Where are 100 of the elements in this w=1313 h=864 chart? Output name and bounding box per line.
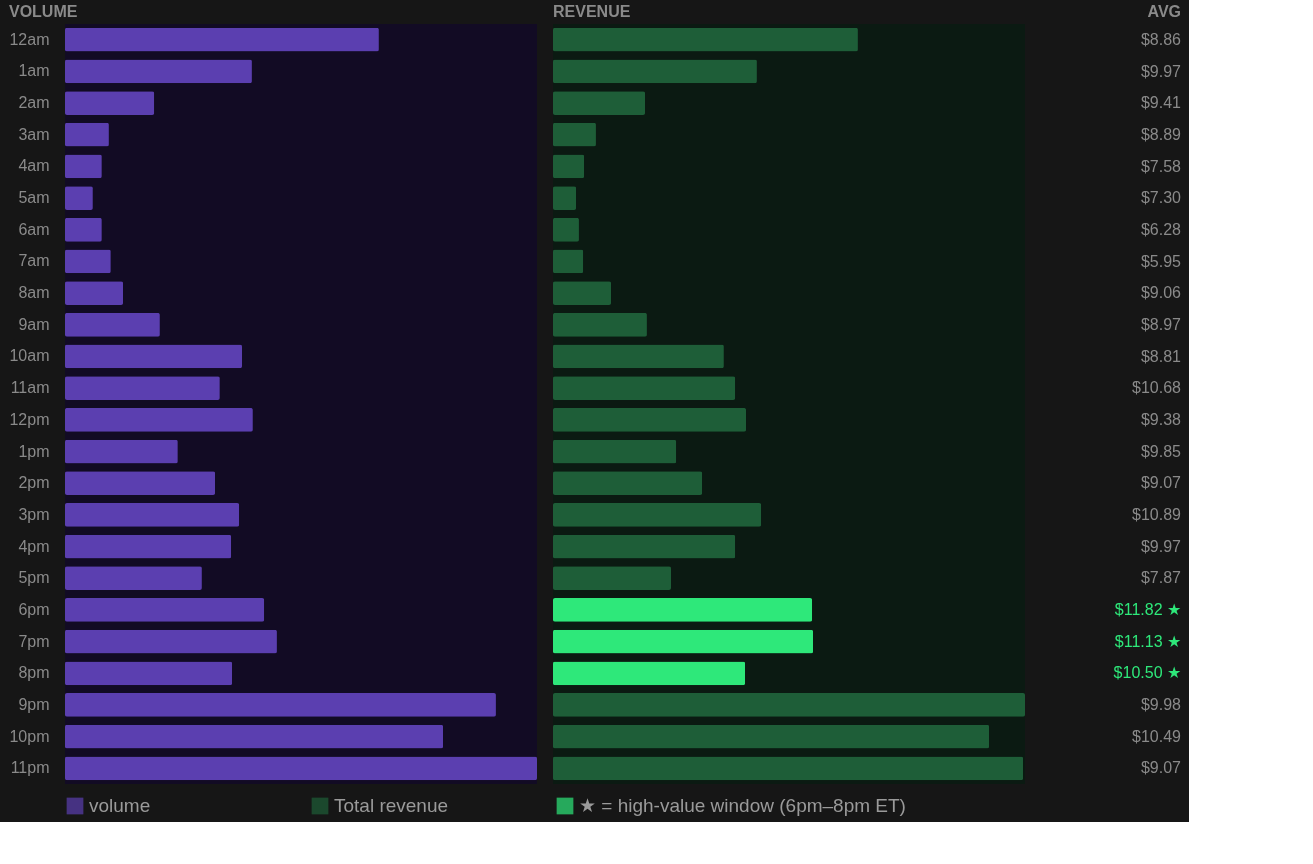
y-tick-label: 1am [18,62,50,80]
bar [553,376,736,401]
text: $8.81 [1140,347,1182,365]
text: $11.82 ★ [1114,600,1181,618]
text: AVG [1147,3,1181,20]
chart-title: VOLUME [8,3,78,20]
bar [65,217,102,242]
bar [553,534,736,559]
text: $7.58 [1140,157,1182,175]
y-tick-label: 5am [18,189,50,207]
bar [553,724,990,749]
bar [65,249,111,274]
bar [65,91,155,115]
y-tick-label: 4am [18,157,50,175]
text: $7.30 [1140,189,1182,207]
y-tick-label: 12pm [9,410,50,428]
text: $11.13 ★ [1114,632,1181,650]
bar [65,122,109,147]
text: $6.28 [1140,220,1182,238]
bar [553,439,677,464]
y-tick-label: 6am [18,220,50,238]
y-tick-label: 12am [9,30,50,48]
text: $9.07 [1140,759,1182,777]
bar [65,629,277,654]
y-tick-label: 3am [18,125,50,143]
y-tick-label: 5pm [18,569,50,587]
y-tick-label: 6pm [18,600,50,618]
y-tick-label: 11am [10,379,50,397]
text: ★ = high-value window (6pm–8pm ET) [579,795,906,816]
y-tick-label: 10pm [9,727,50,745]
bar [65,661,233,686]
y-tick-label: 8am [18,284,50,302]
bar [553,217,579,242]
chart-title: REVENUE [553,3,631,20]
legend-label: Total revenue [334,795,449,816]
bar [65,407,253,432]
bar [553,344,724,369]
text: $9.97 [1140,537,1182,555]
y-tick-label: 2pm [18,474,50,492]
text: $10.50 ★ [1113,664,1181,682]
bar [65,503,240,527]
bar [65,376,220,401]
bar [553,27,858,52]
y-tick-label: 11pm [10,759,50,777]
bar [65,439,178,464]
y-tick-label: 2am [18,94,50,112]
bar [65,598,265,622]
text: $8.89 [1140,125,1182,143]
bar [65,312,160,337]
bar [553,312,647,337]
bar [553,407,747,432]
text: $5.95 [1140,252,1182,270]
text: $10.49 [1132,727,1182,745]
bar [65,154,102,179]
bar [553,693,1025,717]
y-tick-label: 9pm [18,695,50,713]
bar [65,724,444,749]
text: $9.85 [1140,442,1182,460]
y-tick-label: 9am [18,315,50,333]
y-tick-label: 7pm [18,632,50,650]
text: $9.98 [1140,695,1182,713]
bar [65,27,379,52]
y-tick-label: 8pm [18,664,50,682]
bar [553,661,746,686]
y-tick-label: 10am [9,347,50,365]
legend-label: volume [89,795,151,816]
bar [553,186,577,210]
bar [65,756,537,781]
y-tick-label: 3pm [18,505,50,523]
bar [553,59,757,84]
bar [65,186,93,210]
text: $8.86 [1140,30,1182,48]
bar [553,756,1024,781]
text: $9.38 [1140,410,1182,428]
bar [553,471,703,496]
bar [65,534,232,559]
y-tick-label: 7am [18,252,50,270]
bar [553,598,813,622]
text: $10.89 [1132,505,1182,523]
text: $8.97 [1140,315,1182,333]
bar [553,503,762,527]
y-tick-label: 1pm [18,442,50,460]
bar [553,566,671,591]
bar [65,281,124,305]
bar [553,122,596,147]
bar [553,629,814,654]
bar [553,91,646,115]
bar [65,566,202,591]
text: $10.68 [1132,379,1182,397]
bar [553,249,584,274]
text: $9.06 [1140,284,1182,302]
y-tick-label: 4pm [18,537,50,555]
bar [65,693,496,717]
bar [553,281,612,305]
text: $7.87 [1140,569,1182,587]
text: $9.07 [1140,474,1182,492]
bar [65,471,216,496]
bar [65,59,252,84]
text: $9.97 [1140,62,1182,80]
bar [553,154,585,179]
